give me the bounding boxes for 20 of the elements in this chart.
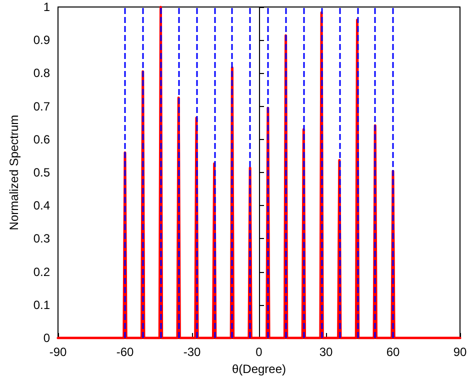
y-tick-label: 0 (43, 331, 50, 345)
y-tick-label: 0.9 (33, 33, 50, 48)
x-tick-label: -60 (116, 345, 134, 359)
x-tick-label: 90 (453, 345, 467, 359)
x-tick-label: -30 (183, 345, 201, 359)
y-tick-label: 1 (43, 0, 50, 14)
x-tick-label: 30 (319, 345, 333, 359)
y-tick-label: 0.3 (33, 232, 50, 246)
y-tick-label: 0.4 (33, 198, 50, 213)
y-tick-label: 0.2 (33, 264, 50, 279)
y-tick-label: 0.8 (33, 66, 50, 80)
y-tick-label: 0.1 (33, 298, 50, 312)
x-tick-label: 60 (386, 345, 400, 359)
x-tick-label: 0 (256, 345, 263, 359)
y-tick-label: 0.5 (33, 166, 50, 180)
y-tick-label: 0.6 (33, 132, 50, 146)
x-axis-title: θ(Degree) (232, 362, 286, 376)
y-tick-label: 0.7 (33, 99, 50, 114)
x-tick-label: -90 (49, 345, 67, 359)
y-axis-title: Normalized Spectrum (7, 114, 21, 230)
